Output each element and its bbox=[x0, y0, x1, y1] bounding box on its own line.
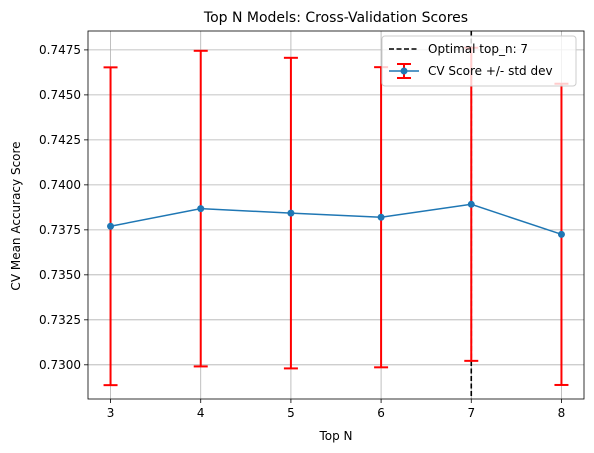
chart-title: Top N Models: Cross-Validation Scores bbox=[203, 10, 468, 26]
y-tick-label: 0.7450 bbox=[39, 88, 81, 102]
x-tick-label: 6 bbox=[377, 406, 385, 420]
y-tick-label: 0.7350 bbox=[39, 268, 81, 282]
x-tick-label: 7 bbox=[467, 406, 475, 420]
y-tick-label: 0.7475 bbox=[39, 43, 81, 57]
y-tick-label: 0.7325 bbox=[39, 313, 81, 327]
legend-swatch-marker bbox=[400, 67, 408, 75]
cv-score-point bbox=[287, 209, 295, 217]
y-tick-label: 0.7300 bbox=[39, 358, 81, 372]
x-tick-label: 8 bbox=[558, 406, 566, 420]
cv-score-line bbox=[110, 203, 562, 236]
plot-frame bbox=[87, 30, 585, 400]
x-tick-label: 5 bbox=[287, 406, 295, 420]
cv-score-point bbox=[557, 230, 565, 238]
y-axis-label: CV Mean Accuracy Score bbox=[9, 141, 23, 290]
cv-score-point bbox=[107, 222, 115, 230]
y-tick-label: 0.7425 bbox=[39, 133, 81, 147]
x-axis-label: Top N bbox=[318, 429, 352, 443]
x-tick-label: 4 bbox=[197, 406, 205, 420]
legend-swatch-cv-score bbox=[389, 63, 419, 79]
cv-score-point bbox=[197, 205, 205, 213]
x-ticks: 3 4 5 6 7 8 bbox=[107, 399, 566, 420]
y-tick-label: 0.7375 bbox=[39, 223, 81, 237]
legend-label-optimal: Optimal top_n: 7 bbox=[428, 42, 528, 56]
series-layer bbox=[103, 46, 569, 387]
x-tick-label: 3 bbox=[107, 406, 115, 420]
cv-score-point bbox=[377, 213, 385, 221]
y-ticks: 0.7300 0.7325 0.7350 0.7375 0.7400 0.7425 0.74… bbox=[39, 43, 88, 372]
legend-label-cv-score: CV Score +/- std dev bbox=[428, 64, 553, 78]
legend: Optimal top_n: 7 CV Score +/- std dev bbox=[381, 35, 577, 87]
cv-score-point bbox=[467, 200, 475, 208]
legend-box bbox=[381, 35, 577, 87]
y-tick-label: 0.7400 bbox=[39, 178, 81, 192]
